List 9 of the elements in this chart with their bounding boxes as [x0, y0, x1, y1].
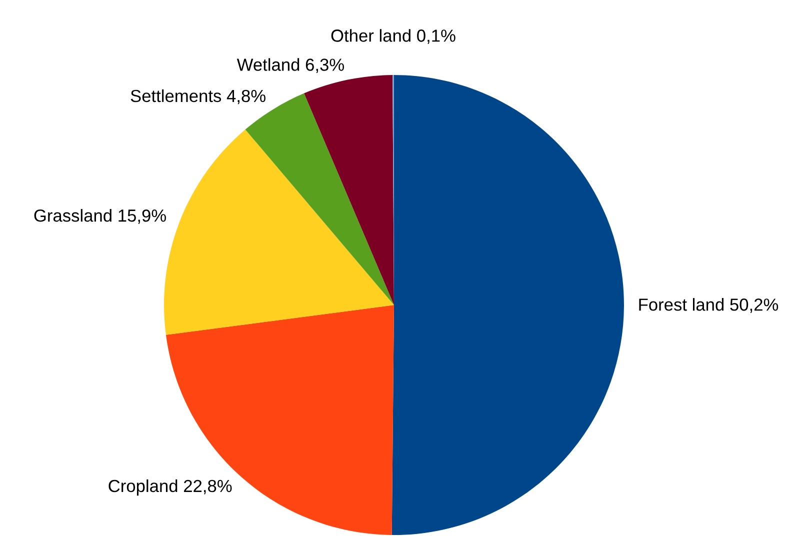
pie-slice — [392, 75, 624, 535]
slice-label: Forest land 50,2% — [639, 298, 778, 313]
pie-slice — [164, 130, 394, 335]
pie-slice — [304, 75, 394, 305]
slice-label: Grassland 15,9% — [34, 209, 166, 224]
slice-label: Settlements 4,8% — [130, 89, 266, 104]
slice-label: Other land 0,1% — [331, 29, 456, 44]
slice-label: Wetland 6,3% — [236, 58, 344, 73]
slice-label: Cropland 22,8% — [108, 479, 232, 496]
